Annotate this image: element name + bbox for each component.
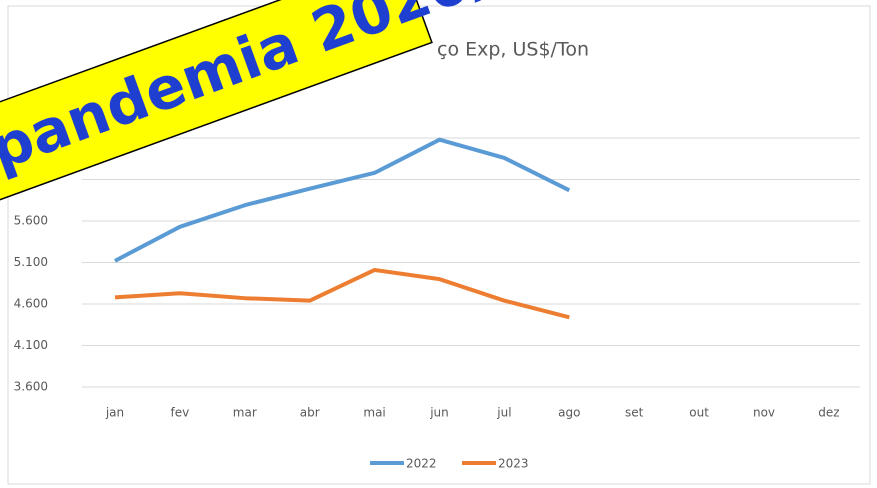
x-tick-label: dez [818, 406, 839, 420]
x-tick-label: jun [429, 406, 449, 420]
y-tick-label: 4.600 [14, 297, 48, 311]
series-line [114, 137, 571, 263]
legend-label: 2022 [406, 457, 437, 471]
x-tick-label: mai [363, 406, 385, 420]
x-tick-label: nov [753, 406, 775, 420]
chart-title: ço Exp, US$/Ton [437, 39, 589, 61]
y-tick-label: 4.100 [14, 338, 48, 352]
y-tick-label: 5.600 [14, 214, 48, 228]
x-tick-label: set [625, 406, 644, 420]
x-tick-label: jan [105, 406, 124, 420]
x-tick-label: mar [233, 406, 257, 420]
x-tick-label: jul [496, 406, 511, 420]
x-tick-label: out [689, 406, 709, 420]
legend-label: 2023 [498, 457, 529, 471]
x-tick-label: fev [171, 406, 190, 420]
x-tick-label: ago [558, 406, 580, 420]
x-tick-label: abr [300, 406, 320, 420]
y-tick-label: 3.600 [14, 380, 48, 394]
series-line [114, 267, 570, 320]
y-tick-label: 5.100 [14, 255, 48, 269]
banner-box [0, 0, 433, 205]
